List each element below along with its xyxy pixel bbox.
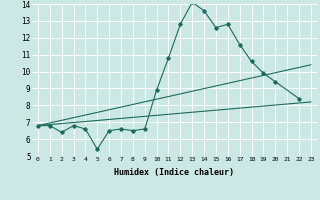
X-axis label: Humidex (Indice chaleur): Humidex (Indice chaleur) <box>115 168 234 177</box>
